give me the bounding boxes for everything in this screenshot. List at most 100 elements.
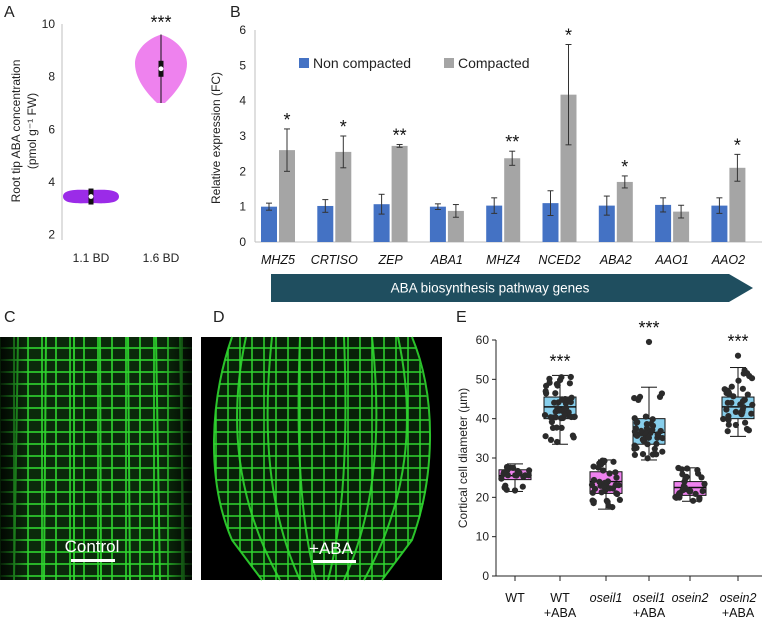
panel-label-a: A [4,4,15,21]
violin-median-1 [88,194,94,199]
data-point [603,497,610,504]
panel-a-violins: *** [63,13,187,205]
data-point [649,451,657,458]
data-point [651,445,658,452]
data-point [699,488,706,495]
data-point [509,464,517,471]
data-point [742,419,749,426]
bar-MHZ5-non-compacted [261,206,277,242]
panel-a-xtick-1: 1.1 BD [73,251,110,265]
panel-e-ytick-5: 50 [476,372,490,386]
data-point [567,373,574,381]
legend-label-non-compacted: Non compacted [313,55,411,71]
data-point [542,433,549,440]
data-point [725,416,732,423]
data-point [642,413,650,420]
panel-e-ytick-3: 30 [476,451,490,465]
data-point [684,465,691,472]
data-point [571,413,578,421]
gene-label-NCED2: NCED2 [538,253,580,267]
legend: Non compacted Compacted [299,55,530,71]
panel-b-ytick-0: 0 [239,235,246,249]
panel-a-significance-2: *** [150,13,171,33]
data-point [543,390,550,397]
data-point [645,434,652,441]
panel-a-ylabel-line2: (pmol g⁻¹ FW) [25,93,39,169]
gene-label-CRTISO: CRTISO [311,253,358,267]
data-point [561,411,568,418]
data-point [690,497,697,504]
data-point [723,406,730,413]
data-point [649,426,656,433]
data-point [653,440,660,447]
data-point [728,383,735,390]
panel-a-y-ticks: 2 4 6 8 10 [42,17,56,242]
panel-e-ytick-0: 0 [482,569,489,583]
data-point [590,498,597,505]
data-point [745,427,753,434]
panel-e-ylabel: Cortical cell diameter (µm) [456,388,470,528]
data-point [558,424,565,431]
bar-NCED2-compacted [560,94,577,242]
data-point [740,397,747,405]
data-point [735,377,742,384]
bar-ZEP-non-compacted [373,204,390,242]
data-point [590,463,597,470]
bar-CRTISO-compacted [335,151,352,242]
significance-MHZ5: * [283,110,290,130]
bar-ABA2-non-compacted [598,205,615,242]
data-point [744,391,751,398]
data-point [748,375,756,382]
data-point [569,432,577,439]
data-point [732,421,740,429]
data-point [566,380,574,387]
data-point [724,428,731,435]
data-point [686,488,693,495]
gene-label-ABA2: ABA2 [599,253,632,267]
data-point [547,414,554,421]
data-point [694,467,701,474]
data-point [615,482,622,489]
bar-ABA2-compacted [616,181,633,242]
data-point [728,399,735,406]
panel-e-xlabel-4: osein2 [672,591,709,605]
data-point [600,483,608,490]
panel-b-chart: 0 1 2 3 4 5 6 Relative expression (FC) Non com… [209,23,762,302]
data-point [613,490,620,497]
data-point [553,424,560,431]
data-point [656,393,664,400]
micrograph-control-shade [0,337,192,580]
data-point [730,393,737,400]
data-point [612,469,619,476]
bar-ABA1-compacted [447,210,464,242]
panel-e-ytick-6: 60 [476,333,490,347]
panel-b-ylabel: Relative expression (FC) [209,72,223,204]
data-point [631,415,638,422]
panel-a-ytick-2: 6 [48,122,55,136]
data-point [740,370,747,377]
data-point [675,491,682,498]
data-point [739,385,747,392]
panel-a-ytick-3: 8 [48,70,55,84]
data-point [555,407,563,414]
pathway-arrow [271,274,753,302]
data-point [568,394,575,401]
gene-label-AAO1: AAO1 [654,253,688,267]
panel-e-xlabel-1: WT [550,591,570,605]
bar-AAO1-non-compacted [655,204,672,242]
data-point [563,396,570,403]
micrograph-aba-scale-bar [313,560,356,563]
data-point [675,464,682,472]
data-point [739,409,746,416]
panel-label-b: B [230,4,241,21]
panel-a-ytick-4: 10 [42,17,56,31]
data-point [503,486,510,493]
significance-ABA2: * [621,157,628,177]
data-point [543,382,550,389]
data-point [639,436,646,443]
panel-b-ytick-6: 6 [239,23,246,37]
data-point [553,381,561,388]
gene-label-ABA1: ABA1 [430,253,463,267]
significance-MHZ4: ** [505,132,519,152]
